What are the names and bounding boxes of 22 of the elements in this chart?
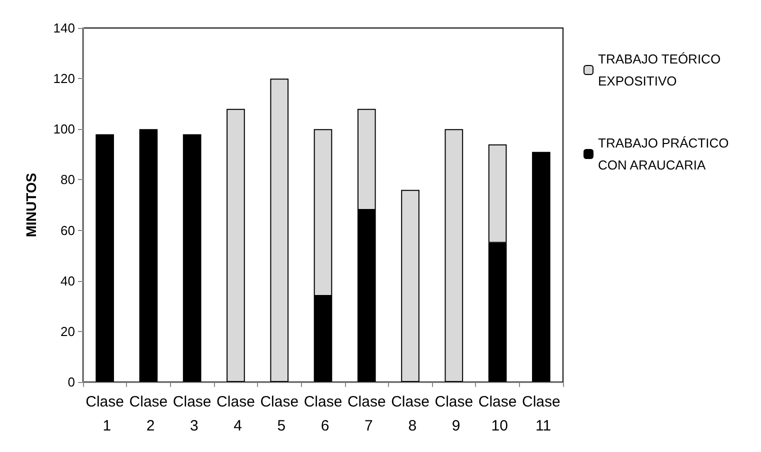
y-tick-label: 60 (60, 222, 75, 238)
x-tick-label: Clase 10 (478, 394, 517, 434)
legend-label: TRABAJO PRÁCTICO CON ARAUCARIA (598, 136, 732, 172)
x-tick-label: Clase 7 (347, 394, 386, 434)
y-axis-title: MINUTOS (23, 172, 39, 238)
y-tick-label: 80 (60, 172, 75, 188)
x-tick-label: Clase 8 (391, 394, 430, 434)
x-tick-label: Clase 5 (260, 394, 299, 434)
x-tick-label: Clase 6 (304, 394, 342, 434)
x-tick-label: Clase 2 (129, 394, 168, 434)
y-tick-label: 140 (53, 20, 75, 36)
y-tick-label: 120 (53, 71, 75, 86)
y-tick-label: 40 (60, 273, 75, 288)
x-tick-label: Clase 11 (522, 394, 560, 434)
y-tick-label: 100 (53, 122, 75, 137)
y-tick-label: 20 (60, 324, 75, 339)
x-tick-label: Clase 9 (434, 394, 474, 434)
y-tick-label: 0 (68, 374, 75, 390)
x-tick-label: Clase 4 (216, 394, 255, 434)
legend-label: TRABAJO TEÓRICO EXPOSITIVO (598, 52, 724, 88)
x-tick-label: Clase 3 (172, 394, 212, 434)
x-tick-label: Clase 1 (86, 394, 124, 434)
